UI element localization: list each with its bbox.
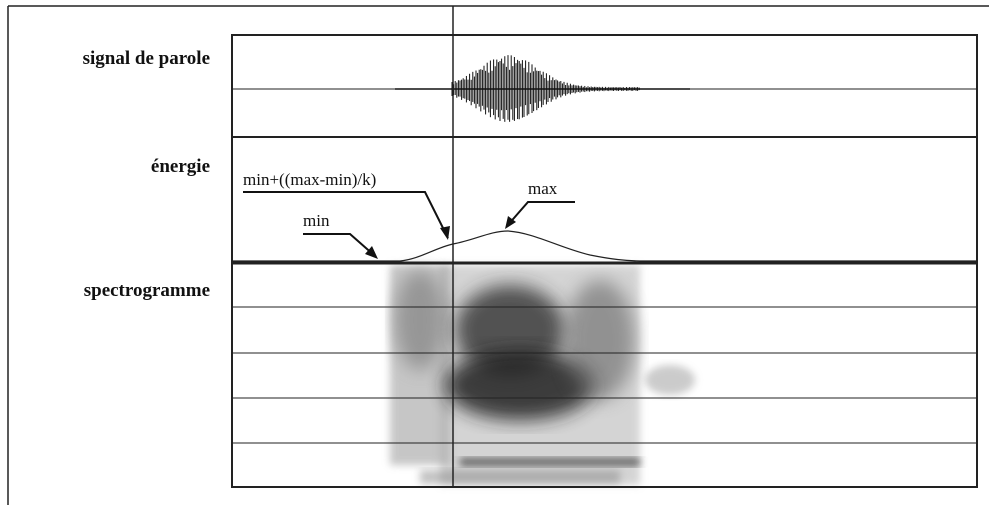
arrowhead bbox=[440, 226, 450, 240]
annotation-arrow bbox=[506, 201, 575, 227]
panel-label: spectrogramme bbox=[84, 280, 210, 301]
spectrogram-grid bbox=[232, 306, 977, 444]
panel-label: signal de parole bbox=[83, 48, 210, 69]
arrowhead bbox=[505, 216, 516, 229]
panel-label: énergie bbox=[151, 156, 210, 177]
spectrogram-image bbox=[390, 265, 695, 485]
annotation-arrow bbox=[303, 233, 376, 257]
annotation: min bbox=[303, 211, 330, 230]
energy-curve bbox=[232, 230, 977, 262]
arrowhead bbox=[365, 246, 378, 259]
annotation-arrow bbox=[243, 191, 449, 239]
annotation: max bbox=[528, 179, 558, 198]
annotation: min+((max-min)/k) bbox=[243, 170, 376, 189]
